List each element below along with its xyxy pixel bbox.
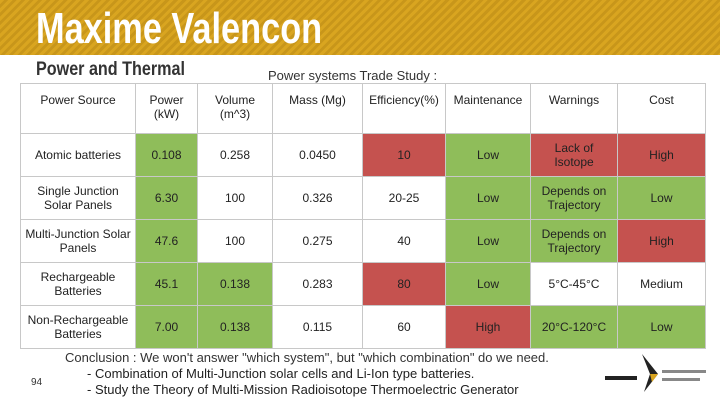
table-cell: High [617, 219, 706, 263]
table-cell: 80 [362, 262, 446, 306]
table-row: Non-Rechargeable Batteries 7.00 0.138 0.115… [20, 305, 706, 349]
column-header: Cost [617, 83, 706, 134]
table-cell: 100 [197, 219, 273, 263]
table-cell: 5°C-45°C [530, 262, 618, 306]
table-cell: 0.258 [197, 133, 273, 177]
table-row: Single Junction Solar Panels 6.30 100 0.326… [20, 176, 706, 220]
table-cell: 0.275 [272, 219, 363, 263]
column-header: Mass (Mg) [272, 83, 363, 134]
table-cell: Medium [617, 262, 706, 306]
table-cell: 0.108 [135, 133, 198, 177]
table-cell: High [617, 133, 706, 177]
conclusion: Conclusion : We won't answer "which syst… [65, 350, 549, 398]
table-cell: 0.283 [272, 262, 363, 306]
table-cell: Atomic batteries [20, 133, 136, 177]
table-cell: Low [445, 133, 531, 177]
table-cell: 100 [197, 176, 273, 220]
table-row: Multi-Junction Solar Panels 47.6 100 0.275 4… [20, 219, 706, 263]
table-cell: 60 [362, 305, 446, 349]
table-caption: Power systems Trade Study : [268, 68, 438, 83]
subtitle: Power and Thermal [36, 59, 185, 80]
header-band [0, 0, 720, 55]
table-cell: 40 [362, 219, 446, 263]
bullet: - Combination of Multi-Junction solar ce… [87, 366, 475, 381]
table-row: Rechargeable Batteries 45.1 0.138 0.283 80 Lo… [20, 262, 706, 306]
bullet-text: Combination of Multi-Junction solar cell… [94, 366, 475, 381]
column-header: Warnings [530, 83, 618, 134]
table-cell: Low [617, 305, 706, 349]
column-header: Volume (m^3) [197, 83, 273, 134]
column-header: Power (kW) [135, 83, 198, 134]
table-cell: 10 [362, 133, 446, 177]
table-cell: 0.138 [197, 262, 273, 306]
bullet-text: Study the Theory of Multi-Mission Radioi… [94, 382, 519, 397]
table-cell: 0.138 [197, 305, 273, 349]
table-cell: Low [445, 219, 531, 263]
table-cell: 0.326 [272, 176, 363, 220]
table-cell: High [445, 305, 531, 349]
table-row: Atomic batteries 0.108 0.258 0.0450 10 Low Lac… [20, 133, 706, 177]
table-cell: Depends on Trajectory [530, 176, 618, 220]
table-cell: Low [617, 176, 706, 220]
header-row: Power Source Power (kW) Volume (m^3) Mass (… [20, 83, 706, 134]
table-cell: Multi-Junction Solar Panels [20, 219, 136, 263]
table-cell: 0.0450 [272, 133, 363, 177]
column-header: Power Source [20, 83, 136, 134]
table-cell: 7.00 [135, 305, 198, 349]
table-cell: Low [445, 262, 531, 306]
column-header: Efficiency(%) [362, 83, 446, 134]
table-cell: 45.1 [135, 262, 198, 306]
table-cell: Depends on Trajectory [530, 219, 618, 263]
table-cell: Low [445, 176, 531, 220]
table-cell: 6.30 [135, 176, 198, 220]
conclusion-lead: Conclusion : We won't answer "which syst… [65, 350, 549, 365]
page-number: 94 [31, 377, 43, 388]
table-cell: 20-25 [362, 176, 446, 220]
column-header: Maintenance [445, 83, 531, 134]
title: Maxime Valencon [36, 4, 323, 53]
table-cell: Lack of Isotope [530, 133, 618, 177]
bullet: - Study the Theory of Multi-Mission Radi… [87, 382, 519, 397]
table-cell: Single Junction Solar Panels [20, 176, 136, 220]
logo [605, 354, 706, 392]
table-cell: Rechargeable Batteries [20, 262, 136, 306]
table-cell: 20°C-120°C [530, 305, 618, 349]
table-cell: 47.6 [135, 219, 198, 263]
table-cell: Non-Rechargeable Batteries [20, 305, 136, 349]
trade-table: Power Source Power (kW) Volume (m^3) Mass (… [20, 83, 706, 349]
table-cell: 0.115 [272, 305, 363, 349]
